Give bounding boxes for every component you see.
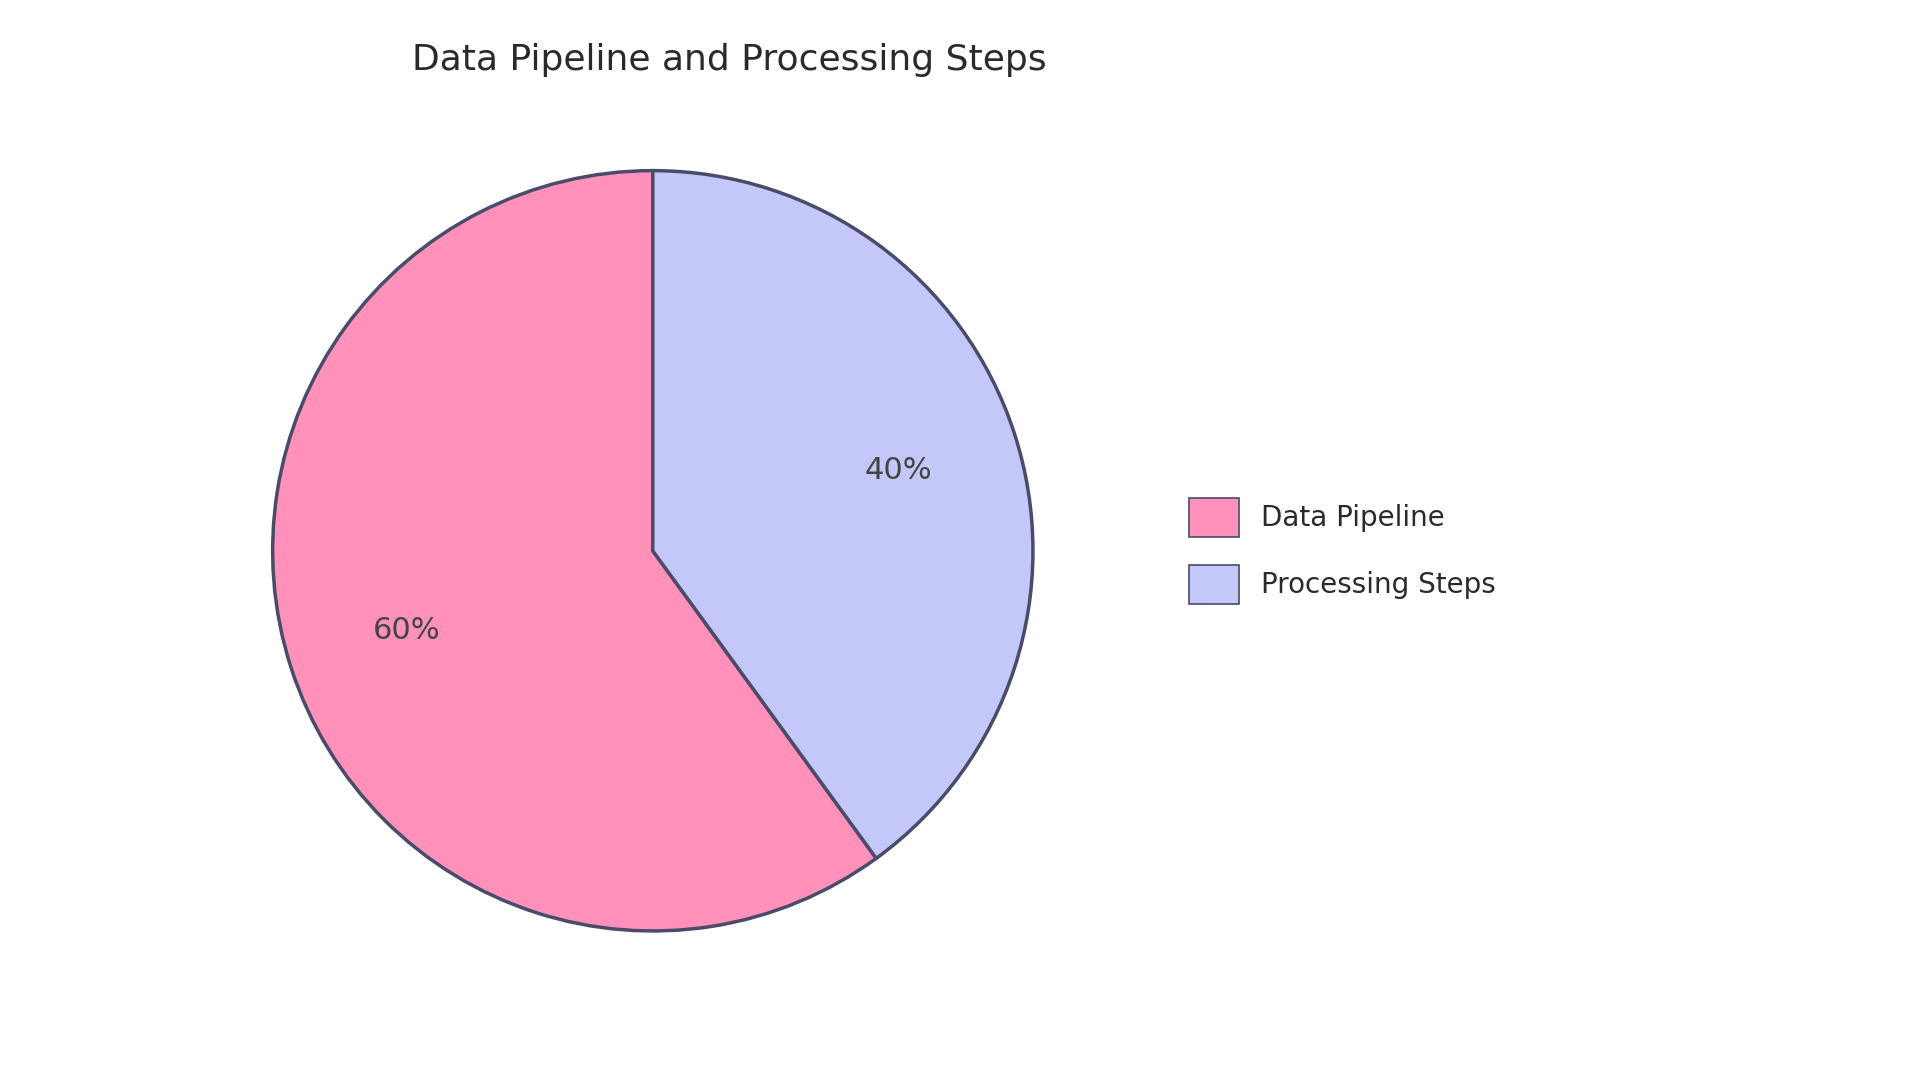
- Wedge shape: [653, 171, 1033, 859]
- Legend: Data Pipeline, Processing Steps: Data Pipeline, Processing Steps: [1162, 470, 1523, 632]
- Text: 60%: 60%: [372, 617, 442, 645]
- Text: Data Pipeline and Processing Steps: Data Pipeline and Processing Steps: [413, 43, 1046, 77]
- Wedge shape: [273, 171, 876, 931]
- Text: 40%: 40%: [864, 457, 933, 485]
